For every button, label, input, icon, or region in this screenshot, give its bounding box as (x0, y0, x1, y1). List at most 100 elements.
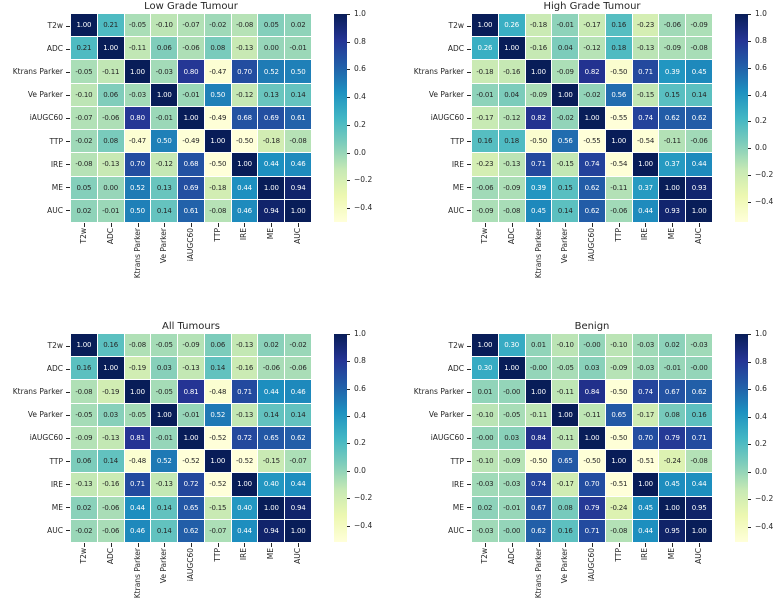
heatmap-cell: -0.08 (285, 130, 311, 153)
panel-all-tumours: All Tumours 1.00 0.16 -0.08 -0.05 -0.09 0.06-… (0, 320, 376, 612)
heatmap-cell: -0.09 (686, 14, 712, 37)
x-axis-tick (672, 543, 673, 547)
heatmap-cell: 0.67 (525, 496, 552, 519)
y-axis-tick (467, 94, 471, 96)
y-axis-tick (467, 461, 471, 463)
y-axis-tick (467, 345, 471, 347)
heatmap-cell: 0.14 (97, 450, 124, 473)
heatmap-cell: -0.03 (124, 83, 151, 106)
colorbar (334, 14, 347, 222)
colorbar-tick-label: 0.0 (354, 465, 366, 475)
heatmap-cell: -0.02 (204, 14, 231, 37)
heatmap-cell: -0.08 (71, 153, 97, 176)
x-axis-tick (271, 543, 272, 547)
heatmap-cell: 0.16 (605, 14, 632, 37)
heatmap-cell: 0.44 (258, 380, 285, 403)
heatmap-cell: -0.08 (686, 450, 712, 473)
heatmap-cell: 0.16 (97, 334, 124, 357)
heatmap-cell: 1.00 (632, 153, 659, 176)
heatmap-cell: 0.68 (178, 153, 204, 176)
heatmap-cell: 0.16 (472, 130, 498, 153)
panel-low-grade-tumour: Low Grade Tumour 1.00 0.21 -0.05 -0.10 -0.07… (0, 0, 376, 300)
x-axis-tick (672, 223, 673, 227)
heatmap-cell: -0.09 (605, 357, 632, 380)
heatmap-cell: -0.07 (71, 106, 97, 130)
y-axis-tick (467, 507, 471, 509)
heatmap-cell: 0.50 (204, 83, 231, 106)
chart-title: High Grade Tumour (543, 1, 641, 12)
colorbar-tick (748, 201, 751, 203)
heatmap-cell: 0.44 (686, 473, 712, 496)
heatmap-cell: 1.00 (285, 519, 311, 542)
heatmap-cell: 0.26 (498, 14, 525, 37)
heatmap-cell: -0.05 (151, 380, 178, 403)
x-axis-tick (111, 223, 112, 227)
heatmap-cell: -0.50 (204, 153, 231, 176)
col-label: IRE (640, 548, 650, 561)
heatmap-cell: 0.80 (124, 106, 151, 130)
y-axis-tick (467, 391, 471, 393)
heatmap-cell: -0.50 (525, 450, 552, 473)
y-axis-tick (66, 187, 70, 189)
col-label: T2w (79, 548, 89, 564)
heatmap-cell: 1.00 (686, 519, 712, 542)
heatmap-cell: -0.03 (632, 334, 659, 357)
heatmap-cell: -0.50 (605, 380, 632, 403)
heatmap-cell: 0.52 (151, 450, 178, 473)
heatmap-cell: -0.49 (204, 106, 231, 130)
row-label: IRE (50, 479, 63, 489)
heatmap-cell: 0.44 (231, 176, 258, 199)
heatmap-cell: -0.16 (97, 473, 124, 496)
heatmap-cell: 0.46 (124, 519, 151, 542)
heatmap-cell: -0.51 (632, 450, 659, 473)
col-label: iAUGC60 (586, 228, 596, 262)
heatmap-cell: -0.00 (498, 519, 525, 542)
x-axis-tick (698, 223, 700, 227)
heatmap-cell: -0.54 (632, 130, 659, 153)
heatmap-cell: 0.44 (632, 519, 659, 542)
heatmap-cell: -0.13 (498, 153, 525, 176)
colorbar-tick-label: 0.8 (755, 356, 767, 366)
row-label: ADC (46, 364, 63, 374)
row-label: TTP (450, 136, 464, 146)
heatmap-cell: 0.71 (525, 153, 552, 176)
heatmap-cell: 0.40 (231, 496, 258, 519)
heatmap-cell: 0.71 (632, 60, 659, 83)
col-label: AUC (292, 228, 302, 244)
heatmap-cell: 1.00 (472, 14, 498, 37)
heatmap-cell: 0.68 (231, 106, 258, 130)
colorbar-tick (347, 97, 350, 99)
heatmap-cell: 0.62 (579, 176, 605, 199)
heatmap-cell: 1.00 (231, 473, 258, 496)
heatmap-cell: 0.06 (97, 83, 124, 106)
heatmap-cell: 0.69 (178, 176, 204, 199)
heatmap-cell: 0.84 (579, 380, 605, 403)
heatmap-cell: -0.13 (231, 37, 258, 60)
y-axis-tick (66, 368, 70, 370)
y-axis-tick (66, 438, 70, 439)
panel-benign: Benign 1.00 0.30 0.01 -0.10 -0.00 -0.10 -0.03 0… (401, 320, 777, 612)
x-axis-labels: T2w ADC Ktrans Parker Ve Parker iAUGC60 TTP IR… (472, 548, 712, 612)
colorbar-tick (748, 175, 751, 177)
heatmap-cell: 0.14 (151, 496, 178, 519)
heatmap-cell: -0.11 (97, 60, 124, 83)
heatmap-cell: -0.05 (71, 60, 97, 83)
heatmap-cell: 0.71 (231, 380, 258, 403)
col-label: T2w (480, 548, 490, 564)
heatmap-cell: -0.11 (579, 403, 605, 426)
heatmap-cell: 0.62 (525, 519, 552, 542)
heatmap-cell: -0.13 (71, 473, 97, 496)
col-label: iAUGC60 (586, 548, 596, 582)
heatmap-cell: -0.54 (605, 153, 632, 176)
row-label: AUC (448, 205, 464, 215)
colorbar-tick-label: −0.4 (354, 203, 373, 213)
heatmap-cell: 0.03 (498, 426, 525, 450)
heatmap-cell: -0.08 (204, 199, 231, 222)
row-label: TTP (49, 456, 63, 466)
heatmap-cell: -0.55 (605, 106, 632, 130)
heatmap-cell: -0.09 (552, 60, 579, 83)
x-axis-tick (565, 543, 567, 547)
heatmap-cell: -0.52 (204, 426, 231, 450)
heatmap-cell: 0.16 (552, 519, 579, 542)
heatmap-cell: 0.70 (632, 426, 659, 450)
